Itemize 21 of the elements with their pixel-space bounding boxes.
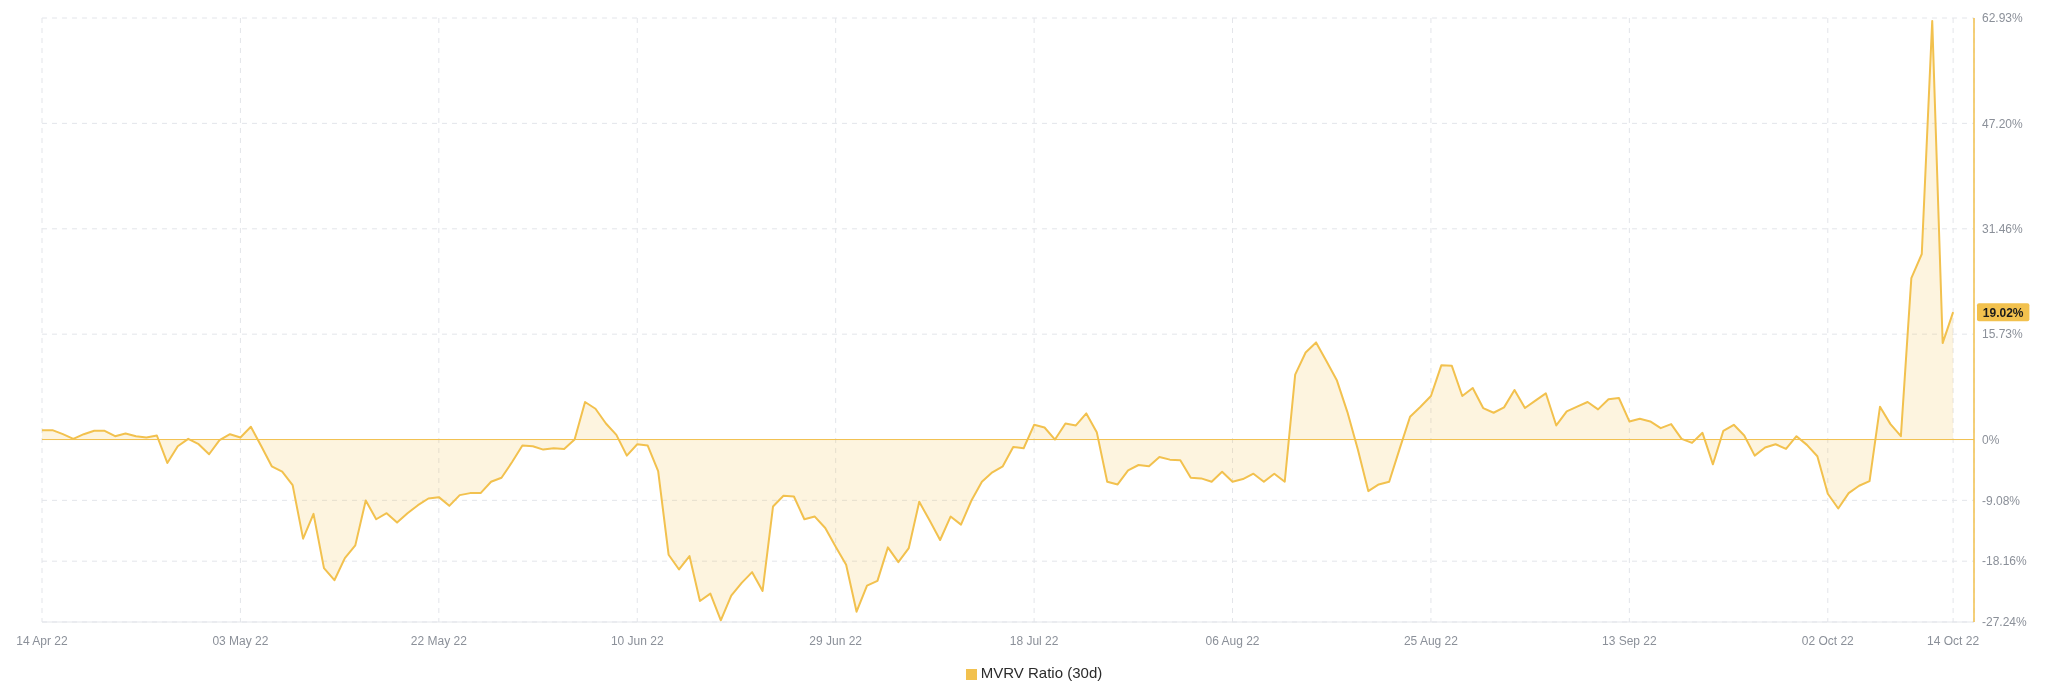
x-tick-label: 03 May 22 [212, 633, 269, 648]
y-tick-label: -27.24% [1982, 615, 2028, 630]
y-tick-label: 62.93% [1982, 11, 2024, 26]
y-tick-label: -18.16% [1982, 554, 2028, 569]
x-tick-label: 13 Sep 22 [1602, 633, 1658, 648]
y-tick-label: 0% [1982, 432, 2000, 447]
x-tick-label: 06 Aug 22 [1205, 633, 1260, 648]
legend-label: MVRV Ratio (30d) [980, 664, 1103, 681]
x-tick-label: 02 Oct 22 [1801, 633, 1855, 648]
y-tick-label: 15.73% [1982, 327, 2024, 342]
x-tick-label: 10 Jun 22 [610, 633, 664, 648]
x-tick-label: 25 Aug 22 [1403, 633, 1459, 648]
y-tick-label: 31.46% [1982, 222, 2024, 237]
x-tick-label: 29 Jun 22 [809, 633, 863, 648]
x-tick-label: 14 Oct 22 [1927, 633, 1980, 648]
x-tick-label: 14 Apr 22 [16, 633, 69, 648]
x-tick-label: 18 Jul 22 [1009, 633, 1059, 648]
x-tick-label: 22 May 22 [410, 633, 468, 648]
y-tick-label: -9.08% [1982, 493, 2021, 508]
annotation: 19.02% [1982, 305, 2024, 320]
y-tick-label: 47.20% [1982, 116, 2024, 131]
